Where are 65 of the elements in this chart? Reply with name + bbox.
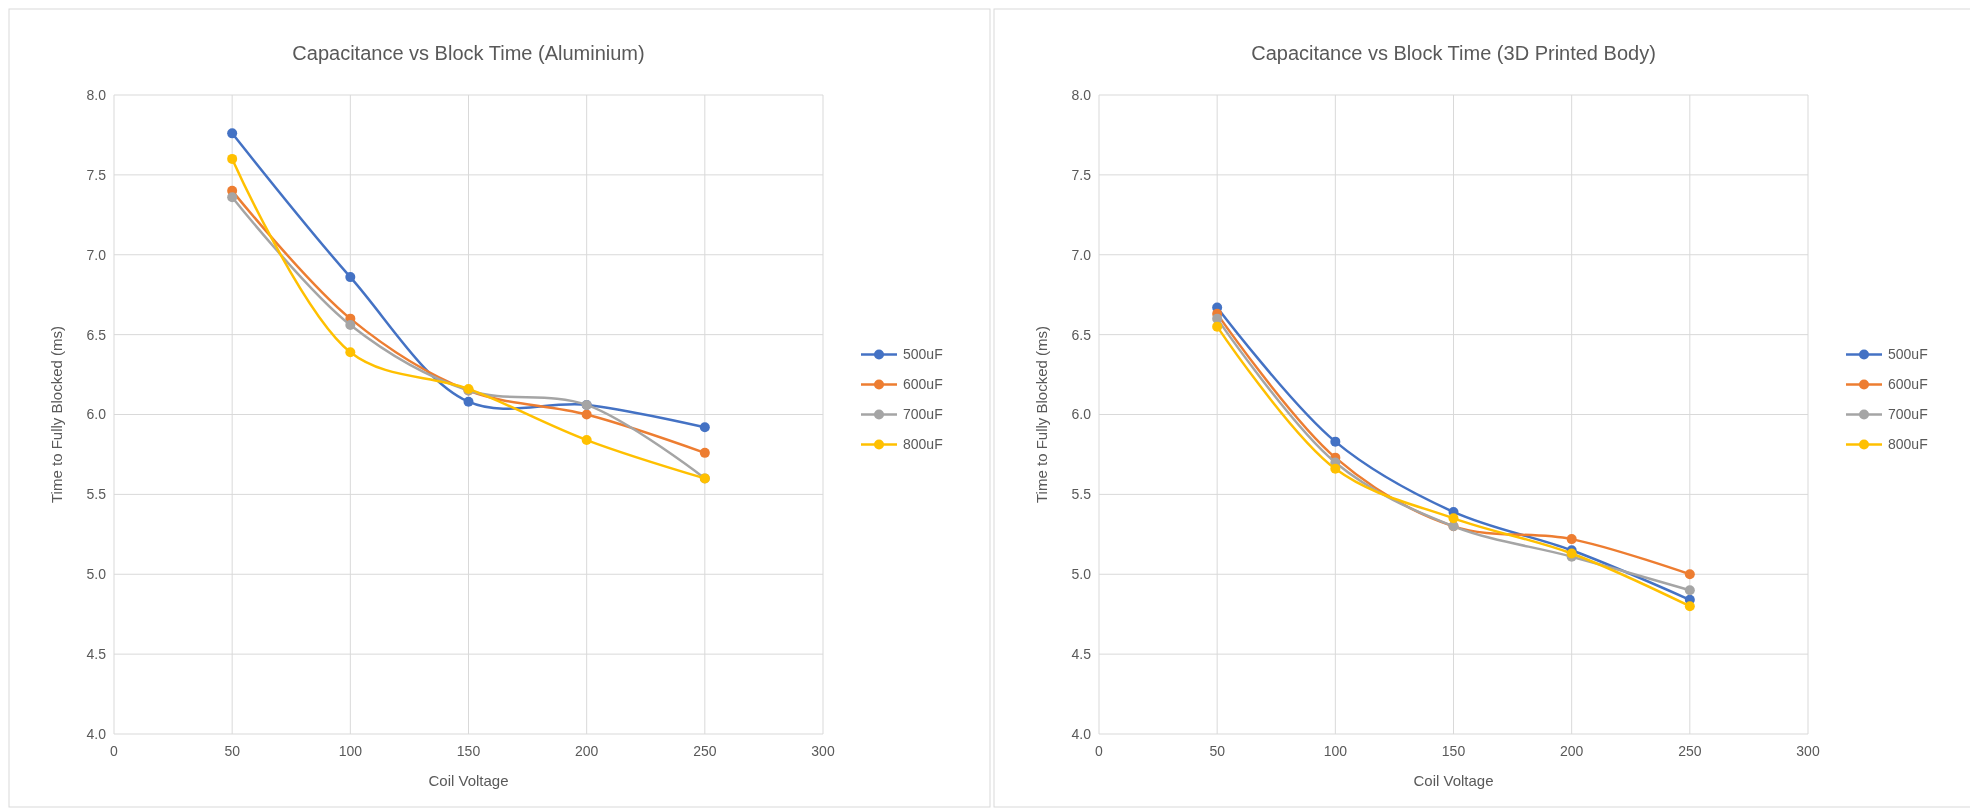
- x-tick-label: 200: [1559, 743, 1584, 759]
- x-tick-label: 300: [1796, 743, 1820, 759]
- x-tick-label: 100: [1323, 743, 1348, 759]
- point: [1684, 585, 1695, 596]
- x-tick-label: 250: [693, 743, 717, 759]
- y-tick-label: 7.5: [1071, 166, 1092, 183]
- x-tick-label: 100: [338, 743, 363, 759]
- point: [345, 320, 356, 331]
- y-tick-label: 4.5: [86, 646, 107, 663]
- y-tick-label: 6.5: [1071, 326, 1092, 343]
- point: [699, 422, 710, 433]
- point: [1566, 534, 1577, 545]
- legend-label: 500uF: [903, 346, 943, 363]
- chart-title: Capacitance vs Block Time (3D Printed Body): [1251, 42, 1656, 64]
- y-tick-label: 5.0: [1071, 566, 1092, 583]
- legend-label: 600uF: [903, 376, 943, 393]
- y-tick-label: 7.5: [86, 166, 107, 183]
- y-tick-label: 8.0: [86, 86, 107, 103]
- y-tick-label: 5.5: [86, 486, 107, 503]
- y-tick-label: 6.0: [86, 406, 107, 423]
- legend-label: 700uF: [903, 406, 943, 423]
- legend-label: 800uF: [903, 436, 943, 453]
- y-tick-label: 4.5: [1071, 646, 1092, 663]
- x-tick-label: 300: [811, 743, 835, 759]
- point: [345, 347, 356, 358]
- point: [227, 128, 238, 139]
- legend-label: 600uF: [1888, 376, 1928, 393]
- x-tick-label: 0: [1095, 743, 1104, 759]
- point: [1684, 601, 1695, 612]
- x-tick-label: 0: [110, 743, 119, 759]
- legend-label: 700uF: [1888, 406, 1928, 423]
- y-tick-label: 6.0: [1071, 406, 1092, 423]
- y-tick-label: 7.0: [86, 246, 107, 263]
- x-tick-label: 150: [1441, 743, 1466, 759]
- y-tick-label: 7.0: [1071, 246, 1092, 263]
- y-tick-label: 5.5: [1071, 486, 1092, 503]
- y-tick-label: 4.0: [86, 725, 107, 742]
- x-axis-title: Coil Voltage: [428, 772, 509, 789]
- y-tick-label: 8.0: [1071, 86, 1092, 103]
- point: [463, 396, 474, 407]
- point: [227, 192, 238, 203]
- point: [1330, 463, 1341, 474]
- x-tick-label: 200: [574, 743, 599, 759]
- point: [1212, 321, 1223, 332]
- y-tick-label: 4.0: [1071, 725, 1092, 742]
- x-tick-label: 50: [224, 743, 241, 759]
- point: [699, 447, 710, 458]
- point: [581, 409, 592, 420]
- y-tick-label: 5.0: [86, 566, 107, 583]
- point: [345, 272, 356, 283]
- point: [581, 435, 592, 446]
- x-tick-label: 250: [1678, 743, 1702, 759]
- y-tick-label: 6.5: [86, 326, 107, 343]
- point: [1330, 436, 1341, 447]
- x-axis-title: Coil Voltage: [1413, 772, 1494, 789]
- point: [227, 153, 238, 164]
- point: [1448, 513, 1459, 524]
- point: [1684, 569, 1695, 580]
- x-tick-label: 150: [456, 743, 481, 759]
- y-axis-title: Time to Fully Blocked (ms): [48, 326, 65, 503]
- legend-label: 500uF: [1888, 346, 1928, 363]
- x-tick-label: 50: [1209, 743, 1226, 759]
- chart-title: Capacitance vs Block Time (Aluminium): [292, 42, 645, 64]
- y-axis-title: Time to Fully Blocked (ms): [1033, 326, 1050, 503]
- legend-label: 800uF: [1888, 436, 1928, 453]
